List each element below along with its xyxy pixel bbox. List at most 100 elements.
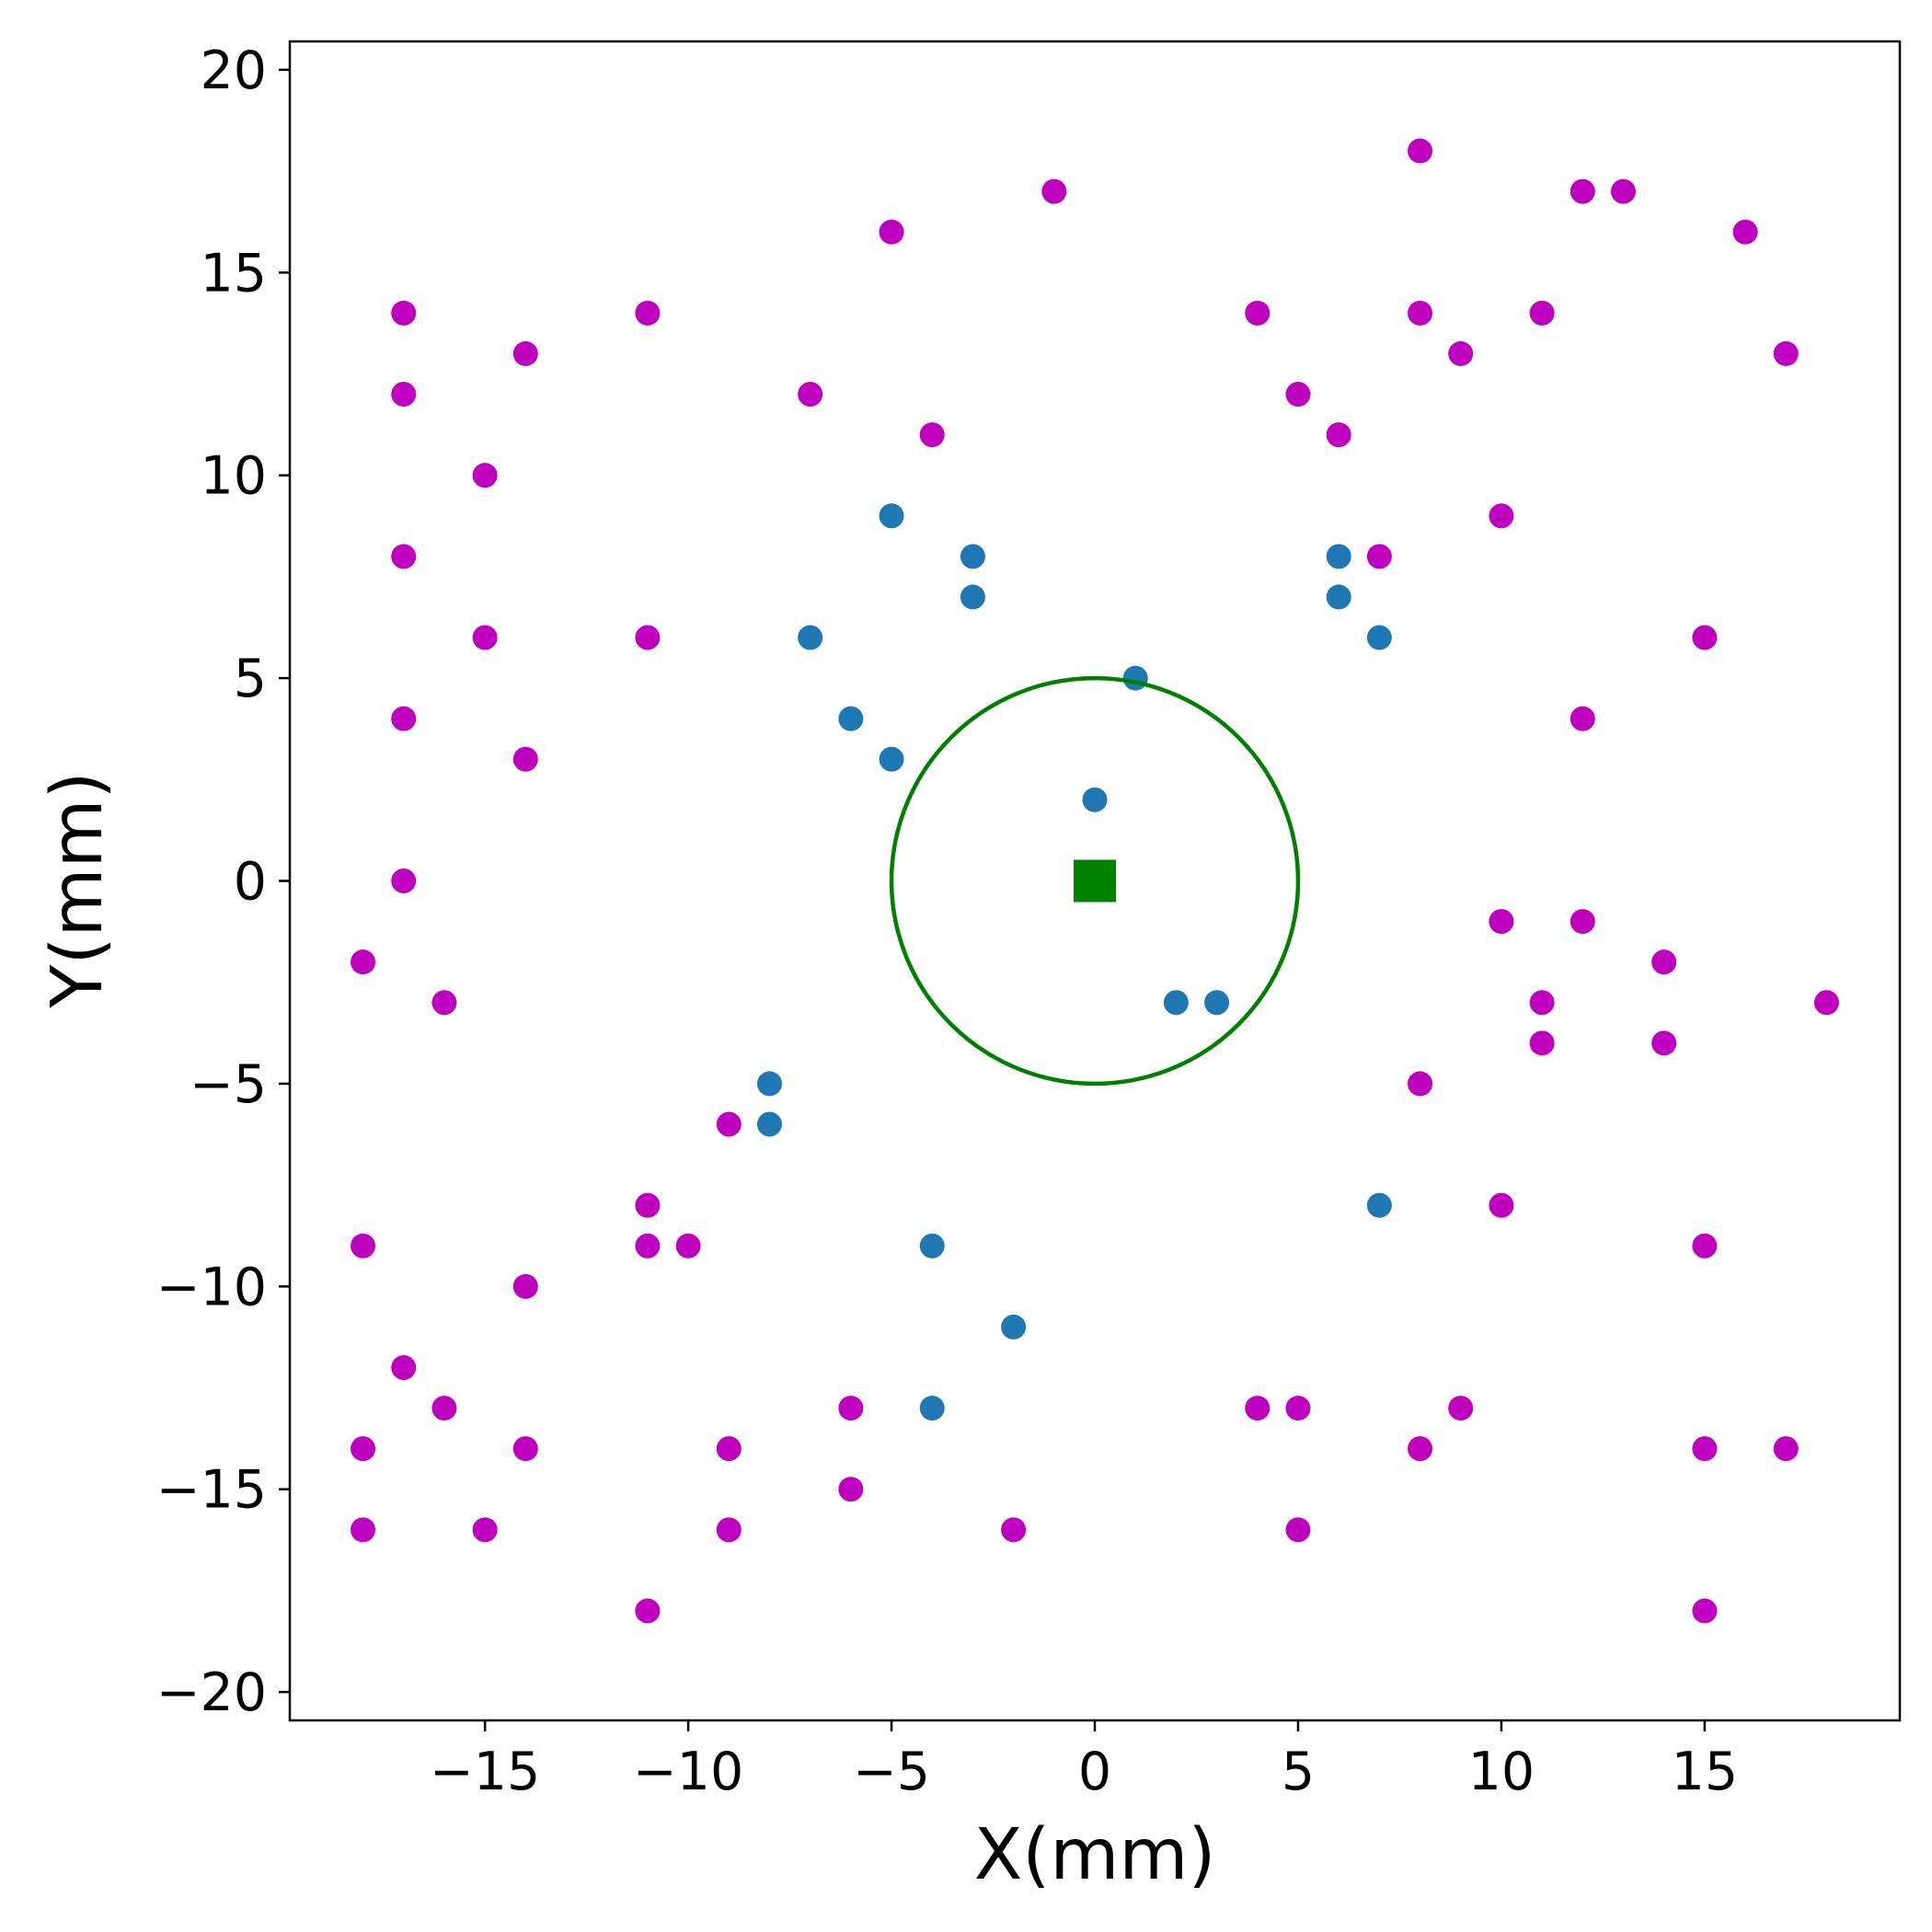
data-point <box>1408 138 1433 164</box>
data-point <box>1692 1436 1718 1462</box>
data-point <box>512 340 538 366</box>
data-point <box>1651 949 1677 975</box>
data-point <box>472 1517 498 1543</box>
data-point <box>1489 503 1514 529</box>
y-tick-label: −5 <box>190 1054 267 1115</box>
data-point <box>1570 706 1595 731</box>
data-point <box>635 1233 661 1259</box>
data-point <box>675 1233 701 1259</box>
data-point <box>1122 665 1148 691</box>
data-point <box>960 584 985 610</box>
data-point <box>879 219 904 245</box>
data-point <box>1570 909 1595 935</box>
y-tick-label: 20 <box>200 40 267 101</box>
data-point <box>1529 300 1555 326</box>
data-point <box>351 1436 376 1462</box>
data-point <box>1448 340 1474 366</box>
center-marker <box>1074 859 1116 903</box>
data-point <box>391 544 417 569</box>
data-point <box>472 625 498 650</box>
y-tick-label: 5 <box>234 649 267 709</box>
data-point <box>1163 990 1189 1016</box>
data-point <box>1489 909 1514 935</box>
data-point <box>1813 990 1839 1016</box>
x-tick-label: −15 <box>430 1742 540 1802</box>
data-point <box>716 1436 742 1462</box>
data-point <box>716 1111 742 1137</box>
data-point <box>512 1273 538 1299</box>
data-point <box>1366 544 1392 569</box>
data-point <box>431 990 457 1016</box>
data-point <box>879 503 904 529</box>
data-point <box>879 746 904 772</box>
data-point <box>635 1598 661 1624</box>
data-point <box>1041 178 1067 204</box>
data-point <box>1692 1598 1718 1624</box>
data-point <box>1448 1396 1474 1421</box>
x-tick-label: 10 <box>1468 1742 1535 1802</box>
data-point <box>1408 300 1433 326</box>
data-point <box>1773 340 1799 366</box>
y-tick-label: −10 <box>156 1257 267 1317</box>
data-point <box>1204 990 1230 1016</box>
y-tick-label: −15 <box>156 1460 267 1521</box>
data-point <box>919 1396 945 1421</box>
data-point <box>635 625 661 650</box>
data-point <box>838 1396 864 1421</box>
x-tick-label: −10 <box>633 1742 743 1802</box>
data-point <box>1408 1436 1433 1462</box>
data-point <box>1692 625 1718 650</box>
data-point <box>1610 178 1636 204</box>
data-point <box>1326 584 1351 610</box>
data-point <box>1285 1517 1311 1543</box>
data-point <box>1001 1517 1027 1543</box>
data-point <box>1489 1192 1514 1218</box>
plot-area <box>288 40 1902 1722</box>
data-point <box>919 1233 945 1259</box>
data-point <box>716 1517 742 1543</box>
data-point <box>512 746 538 772</box>
data-point <box>838 706 864 731</box>
y-tick-label: 15 <box>200 243 267 304</box>
data-point <box>1651 1030 1677 1056</box>
data-point <box>1529 990 1555 1016</box>
data-point <box>1326 422 1351 448</box>
data-point <box>1529 1030 1555 1056</box>
x-tick-label: −5 <box>853 1742 930 1802</box>
data-point <box>431 1396 457 1421</box>
data-point <box>960 544 985 569</box>
data-point <box>1366 1192 1392 1218</box>
data-point <box>756 1111 782 1137</box>
data-point <box>391 382 417 408</box>
data-point <box>1285 1396 1311 1421</box>
data-point <box>1245 1396 1271 1421</box>
x-tick-label: 15 <box>1672 1742 1739 1802</box>
data-point <box>1408 1071 1433 1097</box>
data-point <box>635 1192 661 1218</box>
data-point <box>1326 544 1351 569</box>
data-point <box>798 625 823 650</box>
x-axis-title: X(mm) <box>974 1814 1216 1896</box>
data-point <box>1773 1436 1799 1462</box>
data-point <box>391 706 417 731</box>
y-tick-label: 10 <box>200 446 267 507</box>
data-point <box>351 1233 376 1259</box>
data-point <box>1366 625 1392 650</box>
data-point <box>919 422 945 448</box>
data-point <box>391 300 417 326</box>
x-tick-label: 0 <box>1078 1742 1111 1802</box>
data-point <box>635 300 661 326</box>
y-tick-label: 0 <box>234 852 267 913</box>
data-point <box>1285 382 1311 408</box>
data-point <box>1732 219 1758 245</box>
y-tick-label: −20 <box>156 1662 267 1723</box>
radius-circle <box>889 675 1301 1087</box>
data-point <box>472 463 498 489</box>
x-tick-label: 5 <box>1282 1742 1315 1802</box>
data-point <box>512 1436 538 1462</box>
data-point <box>798 382 823 408</box>
data-point <box>351 949 376 975</box>
data-point <box>351 1517 376 1543</box>
y-axis-title: Y(mm) <box>37 771 119 1008</box>
